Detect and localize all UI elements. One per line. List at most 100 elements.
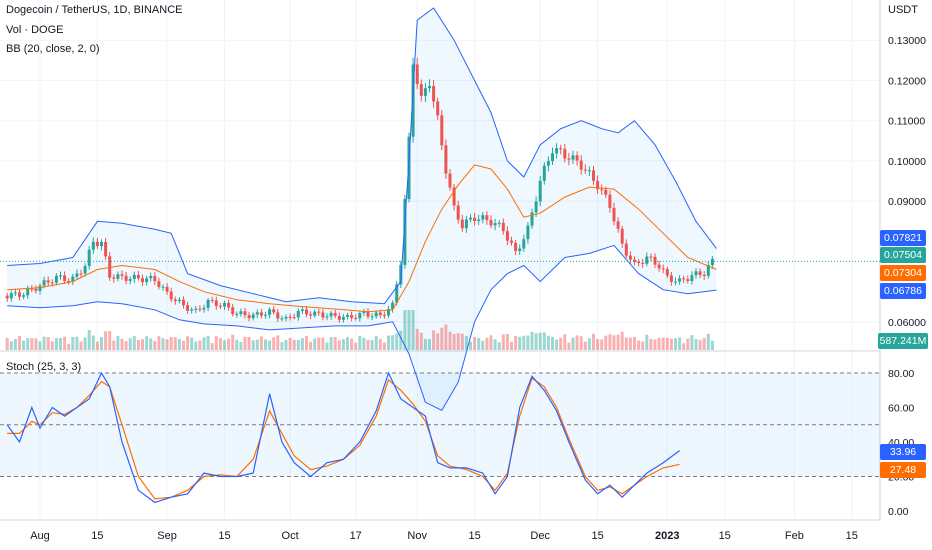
- candle-body: [165, 286, 169, 292]
- candle-body: [428, 86, 431, 89]
- volume-bar: [346, 337, 349, 350]
- candle-body: [501, 222, 505, 232]
- volume-bar: [83, 337, 87, 350]
- volume-bar: [378, 338, 382, 350]
- volume-bar: [305, 336, 308, 350]
- candle-body: [497, 222, 501, 224]
- candle-body: [132, 274, 136, 279]
- candle-body: [538, 180, 542, 202]
- volume-bar: [325, 342, 329, 350]
- candle-body: [38, 285, 42, 291]
- stoch-tick-label: 80.00: [888, 368, 914, 380]
- volume-bar: [698, 339, 702, 350]
- volume-bar: [674, 338, 677, 350]
- volume-bar: [694, 339, 698, 350]
- candle-body: [583, 169, 587, 171]
- volume-bar: [63, 336, 67, 350]
- price-tick-label: 0.10000: [888, 156, 926, 168]
- time-tick-label: 15: [468, 530, 480, 542]
- bb-upper-badge: 0.07821: [880, 230, 926, 246]
- time-tick-label: 15: [91, 530, 103, 542]
- volume-bar: [518, 336, 522, 350]
- candle-body: [489, 220, 493, 226]
- candle-body: [30, 288, 34, 290]
- volume-bar: [227, 338, 231, 350]
- candle-body: [579, 160, 583, 170]
- candle-body: [149, 276, 153, 279]
- candle-body: [141, 278, 144, 283]
- volume-bar: [624, 337, 628, 350]
- volume-bar: [268, 340, 272, 350]
- currency-label: USDT: [888, 4, 918, 16]
- volume-bar: [87, 330, 91, 350]
- bb-upper-line: [7, 7, 717, 305]
- candle-body: [563, 149, 567, 159]
- candle-body: [305, 309, 308, 315]
- candle-body: [649, 256, 653, 258]
- volume-bar: [296, 339, 300, 350]
- bb-fill: [7, 8, 717, 411]
- volume-bar: [272, 337, 276, 350]
- volume-bar: [231, 334, 235, 350]
- price-tick-label: 0.06000: [888, 317, 926, 329]
- volume-bar: [473, 336, 477, 350]
- volume-bar: [50, 341, 54, 350]
- candle-body: [321, 312, 325, 318]
- volume-bar: [210, 343, 214, 350]
- candle-body: [387, 309, 390, 316]
- candle-body: [79, 273, 83, 275]
- candle-body: [251, 314, 255, 319]
- time-tick-label: 15: [218, 530, 230, 542]
- time-tick-label: Dec: [530, 530, 550, 542]
- volume-bar: [235, 339, 239, 350]
- candle-body: [292, 317, 296, 319]
- candle-body: [518, 248, 522, 251]
- candle-body: [690, 275, 694, 282]
- candle-body: [628, 255, 632, 260]
- candle-body: [358, 312, 362, 319]
- volume-bar: [497, 342, 501, 350]
- candle-body: [366, 311, 370, 317]
- candle-body: [378, 312, 382, 316]
- time-tick-label: 2023: [655, 530, 679, 542]
- volume-bar: [596, 338, 600, 350]
- volume-bar: [706, 333, 710, 350]
- volume-legend: Vol · DOGE: [6, 24, 64, 36]
- volume-bar: [259, 336, 263, 350]
- volume-bar: [71, 336, 75, 350]
- candle-body: [50, 282, 54, 284]
- candle-body: [91, 241, 95, 250]
- volume-bar: [214, 336, 218, 350]
- volume-bar: [592, 333, 595, 350]
- volume-bar: [337, 340, 341, 350]
- candle-body: [300, 309, 304, 311]
- candle-body: [5, 295, 9, 299]
- volume-bar: [255, 339, 259, 350]
- volume-bar: [30, 338, 34, 350]
- candle-body: [194, 308, 198, 310]
- candle-body: [296, 310, 300, 318]
- candle-body: [559, 148, 563, 150]
- volume-bar: [34, 338, 38, 350]
- candle-body: [530, 212, 534, 226]
- volume-bar: [370, 340, 374, 350]
- candle-body: [657, 264, 661, 269]
- candle-body: [214, 300, 218, 307]
- candle-body: [284, 316, 288, 319]
- candle-body: [546, 161, 550, 166]
- candle-body: [108, 256, 112, 278]
- candle-body: [95, 241, 99, 247]
- volume-bar: [38, 341, 42, 350]
- candle-body: [190, 309, 194, 311]
- volume-bar: [9, 341, 13, 350]
- volume-bar: [407, 310, 411, 350]
- volume-bar: [485, 337, 489, 350]
- candle-body: [206, 299, 210, 308]
- candle-body: [104, 242, 108, 257]
- candle-body: [374, 312, 378, 317]
- volume-bar: [54, 337, 58, 350]
- volume-bar: [218, 338, 222, 350]
- candle-body: [616, 221, 620, 229]
- volume-bar: [182, 340, 185, 350]
